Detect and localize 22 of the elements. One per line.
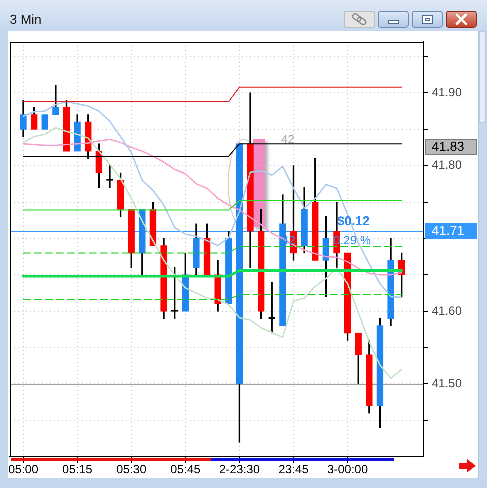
y-tick-label: 41.80	[432, 158, 462, 172]
y-tick-label: 41.50	[432, 376, 462, 391]
candlestick	[20, 100, 27, 138]
chart-title: 3 Min	[10, 11, 42, 28]
y-tick-label: 41.60	[432, 304, 462, 318]
candlestick	[160, 238, 168, 320]
candlestick	[52, 86, 60, 116]
x-tick-label: 3-00:00	[327, 462, 368, 477]
ref-line-label: 41.71	[432, 223, 465, 238]
candlestick	[42, 114, 48, 130]
text: 41.83	[432, 139, 465, 154]
candlestick	[106, 166, 114, 188]
annotation: 42	[281, 132, 295, 147]
y-tick-label: 41.90	[432, 85, 462, 100]
x-tick-label: 05:30	[116, 462, 147, 477]
candlestick	[193, 224, 200, 276]
x-tick-label: 05:00	[8, 462, 39, 477]
x-tick-label: 05:15	[62, 462, 93, 477]
candlestick	[74, 114, 81, 152]
x-tick-label: 2-23:30	[219, 462, 260, 477]
x-tick-label: 05:45	[170, 462, 201, 477]
x-tick-label: 23:45	[278, 462, 310, 477]
